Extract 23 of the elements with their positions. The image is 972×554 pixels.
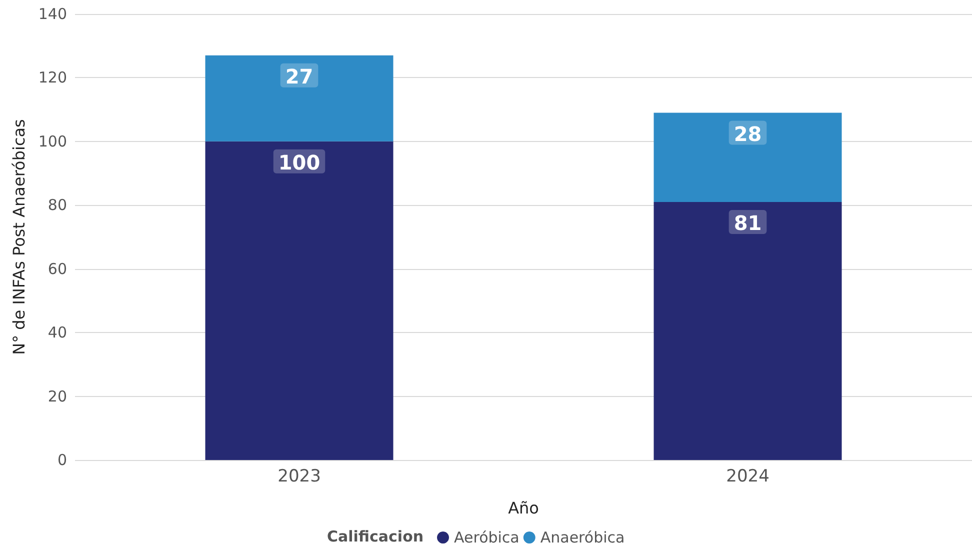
data-label: 100 [278, 150, 320, 174]
y-tick-label: 0 [57, 451, 67, 469]
y-axis-title: N° de INFAs Post Anaeróbicas [10, 119, 28, 355]
x-tick-label: 2023 [278, 466, 321, 486]
bar [205, 141, 394, 460]
y-tick-label: 140 [38, 5, 67, 23]
data-label: 81 [734, 210, 762, 235]
data-label: 28 [734, 122, 762, 146]
y-tick-label: 40 [48, 324, 67, 342]
bar [654, 202, 842, 460]
bar [205, 55, 394, 142]
y-tick-label: 60 [48, 260, 67, 278]
legend-label: Anaeróbica [540, 528, 625, 546]
y-tick-label: 100 [38, 132, 67, 150]
y-tick-label: 80 [48, 196, 67, 214]
y-tick-label: 20 [48, 387, 67, 406]
x-tick-label: 2024 [726, 466, 770, 486]
legend-title: Calificacion [327, 528, 424, 546]
data-label: 27 [285, 64, 314, 88]
bar [654, 112, 842, 202]
legend-label: Aeróbica [454, 528, 520, 546]
y-tick-label: 120 [38, 68, 67, 87]
x-axis-title: Año [508, 498, 539, 518]
